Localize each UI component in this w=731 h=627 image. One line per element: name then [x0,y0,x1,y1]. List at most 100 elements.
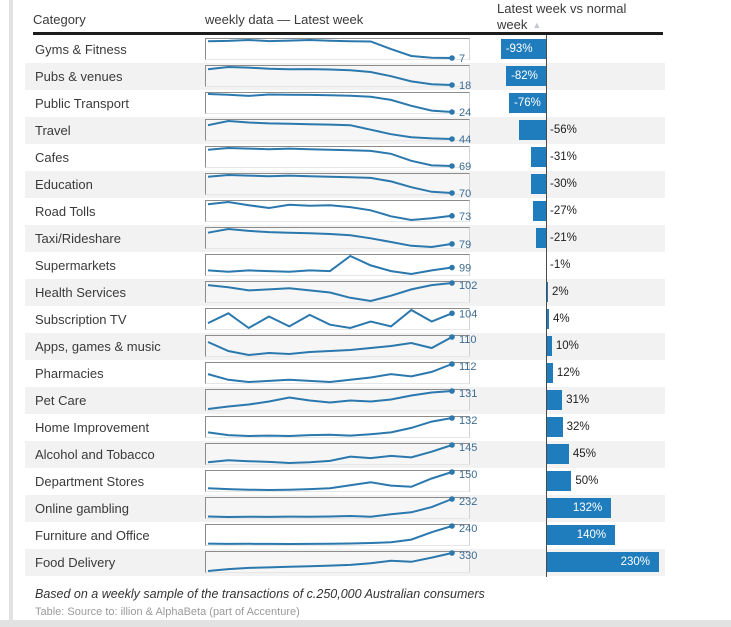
sparkline-end-dot [449,550,455,556]
category-label: Health Services [35,285,127,300]
comparison-bar [547,471,572,491]
sparkline-line [207,93,453,113]
comparison-percent-label: -21% [550,232,577,244]
footer-note: Based on a weekly sample of the transact… [35,587,485,601]
sparkline-cell: 69 [205,146,471,173]
sparkline-line [207,200,453,222]
sparkline-line [207,552,453,572]
category-label: Home Improvement [35,420,150,435]
sparkline-cell: 150 [205,469,477,492]
category-label: Education [35,177,93,192]
category-label: Road Tolls [35,204,96,219]
comparison-percent-label: -82% [511,70,538,82]
sparkline-cell: 145 [205,442,477,465]
sparkline-cell: 102 [205,280,477,303]
comparison-bar [531,174,546,194]
sort-ascending-icon[interactable]: ▲ [532,20,542,30]
table-body: Gyms & Fitness 7 -93% Pubs & venues 18 -82% Pu… [0,36,731,576]
table-row: Gyms & Fitness 7 -93% [0,36,731,65]
latest-index-value: 69 [459,161,471,173]
latest-index-value: 44 [459,134,471,146]
sparkline-line [207,282,453,303]
comparison-percent-label: -76% [513,97,541,109]
table-row: Taxi/Rideshare 79 -21% [0,225,731,252]
latest-index-value: 73 [459,211,471,223]
latest-index-value: 7 [459,53,465,65]
column-header-comparison-label: Latest week vs normal week [497,1,627,32]
sparkline-line [207,227,453,249]
comparison-bar [545,255,546,275]
sparkline-cell: 70 [205,173,471,200]
sparkline-line [207,525,453,546]
table-row: Supermarkets 99 -1% [0,252,731,279]
comparison-bar [547,525,616,545]
sparkline-line [207,336,453,357]
latest-index-value: 79 [459,239,471,251]
sparkline-line [207,363,453,384]
table-row: Public Transport 24 -76% [0,90,731,119]
sparkline-end-dot [449,310,455,317]
category-label: Gyms & Fitness [35,42,127,57]
latest-index-value: 150 [459,469,477,481]
sparkline-end-dot [449,136,455,142]
comparison-bar [547,390,563,410]
comparison-bar [547,552,659,572]
category-label: Subscription TV [35,312,127,327]
latest-index-value: 102 [459,280,477,292]
category-label: Taxi/Rideshare [35,231,121,246]
sparkline-line [207,173,453,194]
category-label: Travel [35,123,71,138]
row-stripe [25,279,665,306]
category-label: Furniture and Office [35,528,150,543]
latest-index-value: 232 [459,496,477,508]
page-left-edge [9,0,13,620]
comparison-percent-label: -31% [550,151,577,163]
sparkline-end-dot [449,523,455,529]
sparkline-end-dot [449,213,455,219]
category-label: Department Stores [35,474,145,489]
category-label: Food Delivery [35,555,116,570]
sparkline-end-dot [449,334,455,340]
table-row: Furniture and Office 240 140% [0,522,731,549]
column-header-category: Category [33,12,86,27]
table-row: Subscription TV 104 4% [0,306,731,333]
latest-index-value: 112 [459,361,477,373]
category-label: Apps, games & music [35,339,161,354]
sparkline-line [207,146,453,167]
comparison-percent-label: 50% [575,475,599,487]
sparkline-end-dot [449,280,455,286]
sparkline-cell: 104 [205,308,477,330]
comparison-bar [547,417,563,437]
table-row: Apps, games & music 110 10% [0,333,731,360]
sparkline-cell: 79 [205,227,471,251]
latest-index-value: 99 [459,263,471,275]
table-row: Education 70 -30% [0,171,731,200]
comparison-percent-label: 32% [566,421,590,433]
category-label: Online gambling [35,501,129,516]
sparkline-end-dot [449,264,455,271]
comparison-percent-label: 10% [555,340,579,352]
sparkline-end-dot [449,241,455,247]
comparison-percent-label: -56% [550,124,577,136]
table-row: Travel 44 -56% [0,117,731,146]
sparkline-line [207,38,453,59]
sparkline-end-dot [449,190,455,196]
sparkline-line [207,498,453,519]
column-header-comparison[interactable]: Latest week vs normal week ▲ [497,1,647,33]
sparkline-line [207,119,453,140]
sparkline-end-dot [449,442,455,448]
footer-source: Table: Source to: illion & AlphaBeta (pa… [35,606,300,618]
table-row: Cafes 69 -31% [0,144,731,173]
comparison-bar [530,147,546,167]
comparison-bar [506,66,546,86]
comparison-percent-label: -1% [550,259,571,271]
category-label: Supermarkets [35,258,116,273]
sparkline-cell: 7 [205,38,470,65]
zero-baseline-axis [546,35,547,577]
sparkline-cell: 131 [205,388,477,411]
comparison-bar [547,498,612,518]
table-row: Road Tolls 73 -27% [0,198,731,225]
comparison-bar [547,363,553,383]
latest-index-value: 131 [459,388,477,400]
comparison-bar [518,120,546,140]
